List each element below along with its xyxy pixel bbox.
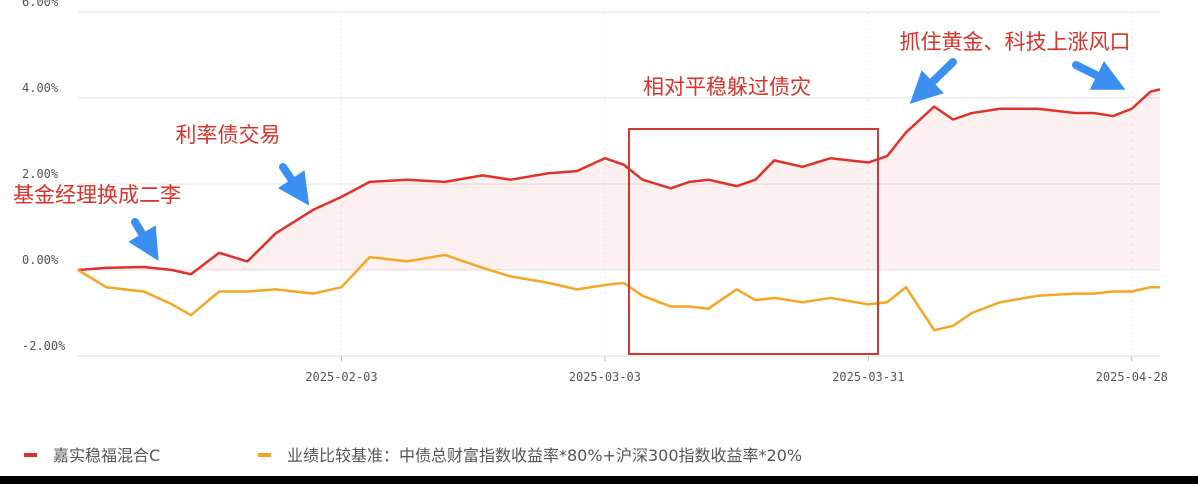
arrows bbox=[128, 58, 1126, 261]
arrow bbox=[1072, 61, 1126, 90]
y-tick-label: 2.00% bbox=[22, 167, 59, 181]
legend-label: 嘉实稳福混合C bbox=[53, 446, 160, 465]
y-tick-label: -2.00% bbox=[22, 339, 66, 353]
y-tick-label: 6.00% bbox=[22, 0, 59, 9]
arrow bbox=[128, 218, 159, 261]
annotation: 相对平稳躲过债灾 bbox=[643, 75, 811, 99]
x-tick-label: 2025-04-28 bbox=[1096, 370, 1168, 384]
line bbox=[77, 88, 1161, 276]
x-tick-label: 2025-03-03 bbox=[569, 370, 641, 384]
y-tick-label: 4.00% bbox=[22, 81, 59, 95]
annotation: 利率债交易 bbox=[176, 123, 281, 147]
annotation: 基金经理换成二李 bbox=[13, 183, 181, 207]
line bbox=[77, 253, 1160, 332]
arrow bbox=[277, 163, 310, 206]
screen-edge bbox=[0, 476, 1198, 484]
y-tick-label: 0.00% bbox=[22, 253, 59, 267]
area bbox=[78, 89, 1160, 275]
legend-label: 业绩比较基准：中债总财富指数收益率*80%+沪深300指数收益率*20% bbox=[287, 446, 802, 465]
arrow bbox=[909, 58, 957, 104]
annotation: 抓住黄金、科技上涨风口 bbox=[900, 30, 1131, 54]
highlight-box bbox=[628, 128, 879, 355]
x-tick-label: 2025-03-31 bbox=[832, 370, 904, 384]
x-tick-label: 2025-02-03 bbox=[305, 370, 377, 384]
